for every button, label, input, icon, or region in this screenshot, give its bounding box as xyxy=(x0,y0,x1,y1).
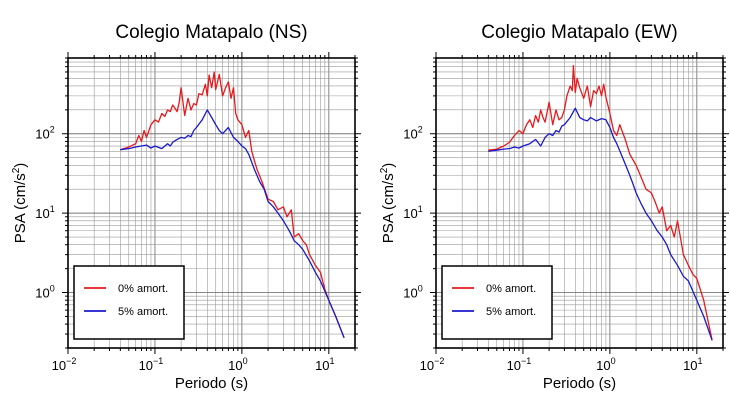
x-axis-label: Periodo (s) xyxy=(543,375,616,392)
x-axis: 10−2 10−1 100 101 xyxy=(52,52,356,373)
x-tick-label: 10−2 xyxy=(52,356,77,373)
legend-label-1: 0% amort. xyxy=(118,283,168,295)
x-axis-label: Periodo (s) xyxy=(175,375,248,392)
y-tick-label: 100 xyxy=(35,284,54,301)
x-tick-label: 100 xyxy=(596,356,615,373)
x-tick-label: 101 xyxy=(315,356,334,373)
y-tick-label: 102 xyxy=(35,125,54,142)
grid xyxy=(435,57,724,349)
plot-frame xyxy=(435,57,724,349)
y-axis: 100 101 102 xyxy=(403,57,729,349)
y-tick-label: 101 xyxy=(403,204,422,221)
chart-panel-1: Colegio Matapalo (NS)10−2 10−1 100 10110010… xyxy=(11,22,361,392)
legend: 0% amort. 5% amort. xyxy=(441,265,553,340)
y-axis: 100 101 102 xyxy=(35,57,361,349)
legend-box xyxy=(73,265,185,340)
x-tick-label: 10−1 xyxy=(507,356,532,373)
x-axis: 10−2 10−1 100 101 xyxy=(420,52,724,373)
chart-panel-2: Colegio Matapalo (EW)10−2 10−1 100 10110010… xyxy=(379,22,729,392)
series-line-1 xyxy=(120,71,345,338)
plot-frame xyxy=(67,57,356,349)
y-tick-label: 100 xyxy=(403,284,422,301)
series-line-2 xyxy=(120,109,345,338)
legend: 0% amort. 5% amort. xyxy=(73,265,185,340)
chart-title: Colegio Matapalo (EW) xyxy=(481,22,677,43)
legend-label-2: 5% amort. xyxy=(486,306,536,318)
x-tick-label: 10−1 xyxy=(139,356,164,373)
legend-label-1: 0% amort. xyxy=(486,283,536,295)
y-axis-label: PSA (cm/s2) xyxy=(11,163,29,244)
chart-title: Colegio Matapalo (NS) xyxy=(115,22,307,43)
series-line-2 xyxy=(488,107,713,341)
y-tick-label: 102 xyxy=(403,125,422,142)
x-tick-label: 100 xyxy=(228,356,247,373)
grid xyxy=(67,57,356,349)
series-line-1 xyxy=(488,65,713,341)
y-axis-label: PSA (cm/s2) xyxy=(379,163,397,244)
y-tick-label: 101 xyxy=(35,204,54,221)
x-tick-label: 10−2 xyxy=(420,356,445,373)
x-tick-label: 101 xyxy=(683,356,702,373)
legend-box xyxy=(441,265,553,340)
legend-label-2: 5% amort. xyxy=(118,306,168,318)
